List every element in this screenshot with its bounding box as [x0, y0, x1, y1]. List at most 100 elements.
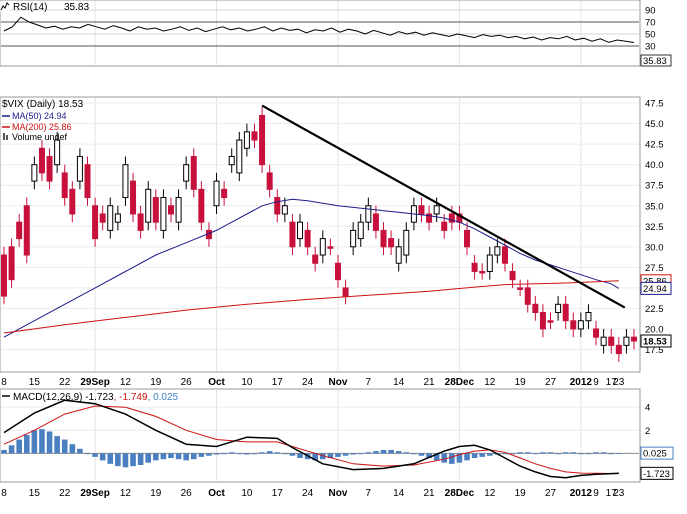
- macd-hist-bar: [115, 453, 121, 467]
- macd-value-labels: 0.025 -1.723: [640, 446, 674, 480]
- candle-body: [297, 221, 304, 240]
- macd-hist-bar: [562, 452, 569, 454]
- x-axis-label: 26: [181, 488, 193, 499]
- x-axis-label: 8: [1, 488, 7, 499]
- volume-legend-swatch-2: [6, 135, 8, 140]
- macd-value-label: -1.723: [643, 469, 670, 480]
- candle-body: [433, 205, 440, 215]
- candle-body: [46, 155, 53, 182]
- macd-hist-bar: [77, 448, 83, 454]
- macd-hist-bar: [168, 453, 174, 459]
- candle-body: [342, 287, 349, 297]
- price-tick-label: 45.0: [645, 119, 664, 130]
- price-tick-label: 47.5: [645, 99, 664, 110]
- rsi-title-value: 35.83: [64, 2, 89, 13]
- candle-body: [167, 205, 174, 215]
- macd-hist-bar: [479, 453, 485, 457]
- price-tick-label: 17.5: [645, 345, 664, 356]
- candle-body: [357, 221, 364, 240]
- candle-body: [312, 254, 319, 264]
- candle-body: [92, 205, 99, 240]
- x-axis-label: 17: [272, 377, 284, 388]
- candle-body: [99, 213, 106, 223]
- price-value-label: 18.53: [643, 337, 667, 348]
- x-axis-label: 26: [181, 377, 193, 388]
- candle-body: [8, 246, 15, 281]
- macd-hist-bar: [84, 453, 91, 455]
- macd-hist-bar: [289, 453, 296, 456]
- candle-body: [555, 303, 562, 314]
- rsi-title: RSI(14): [13, 2, 47, 13]
- macd-hist-bar: [593, 452, 599, 454]
- x-axis-label: 24: [302, 488, 314, 499]
- x-axis-label: 8: [1, 377, 7, 388]
- x-axis-label: 24: [302, 377, 314, 388]
- candle-body: [539, 312, 546, 330]
- macd-hist-bar: [8, 445, 15, 454]
- x-axis-label: 7: [366, 488, 372, 499]
- candle-body: [107, 205, 114, 231]
- x-axis-label: 22: [59, 488, 71, 499]
- candle-body: [175, 197, 182, 223]
- x-axis-label: 19: [150, 488, 162, 499]
- macd-hist-bar: [547, 452, 554, 454]
- candle-body: [585, 312, 592, 322]
- x-axis-label: 28Dec: [445, 377, 475, 388]
- macd-hist-bar: [403, 452, 410, 454]
- macd-title-hist: , 0.025: [148, 392, 179, 403]
- x-axis-label: 15: [29, 488, 41, 499]
- x-axis-label: 23: [613, 377, 625, 388]
- x-axis-label: 15: [29, 377, 41, 388]
- macd-hist-bar: [282, 453, 288, 455]
- macd-hist-bar: [107, 453, 114, 464]
- x-axis-label: 7: [366, 377, 372, 388]
- candle-body: [289, 221, 296, 248]
- macd-hist-bar: [92, 453, 98, 457]
- price-tick-label: 30.0: [645, 242, 664, 253]
- candle-body: [403, 229, 410, 256]
- macd-hist-bar: [319, 453, 326, 460]
- candle-body: [479, 270, 486, 274]
- macd-hist-bar: [145, 453, 152, 463]
- macd-hist-bar: [175, 453, 182, 460]
- x-axis-label: Oct: [208, 488, 225, 499]
- x-axis-label: 19: [515, 488, 527, 499]
- macd-hist-bar: [350, 453, 356, 455]
- macd-hist-bar: [433, 453, 440, 461]
- macd-hist-bar: [555, 453, 561, 455]
- x-axis-label: Nov: [329, 488, 348, 499]
- x-axis-label: 17: [606, 377, 618, 388]
- candle-body: [190, 155, 197, 190]
- candle-body: [69, 188, 76, 215]
- candle-body: [130, 180, 137, 215]
- x-axis-label: 17: [606, 488, 618, 499]
- candle-body: [517, 287, 524, 290]
- candle-body: [464, 229, 471, 248]
- candle-body: [1, 254, 7, 297]
- macd-hist-bar: [388, 449, 394, 454]
- rsi-grid: [1, 1, 639, 65]
- candle-body: [532, 303, 539, 314]
- macd-hist-bar: [39, 429, 45, 454]
- candle-body: [183, 164, 190, 182]
- macd-value-box: [640, 466, 674, 480]
- macd-hist-bar: [502, 453, 508, 455]
- price-frame: [0, 96, 641, 373]
- macd-hist-bar: [532, 453, 539, 455]
- candle-body: [577, 320, 584, 330]
- candle-body: [114, 213, 121, 223]
- macd-hist-bar: [441, 453, 448, 463]
- macd-hist-bar: [274, 452, 281, 454]
- rsi-value-label: 35.83: [643, 56, 667, 67]
- candle-body: [54, 139, 61, 166]
- x-axis-label: Nov: [329, 377, 348, 388]
- candle-body: [38, 147, 45, 174]
- macd-hist-bar: [616, 453, 622, 454]
- x-axis-label: 19: [515, 377, 527, 388]
- macd-hist-bar: [471, 453, 478, 459]
- candle-body: [494, 246, 501, 256]
- price-tick-label: 42.5: [645, 140, 664, 151]
